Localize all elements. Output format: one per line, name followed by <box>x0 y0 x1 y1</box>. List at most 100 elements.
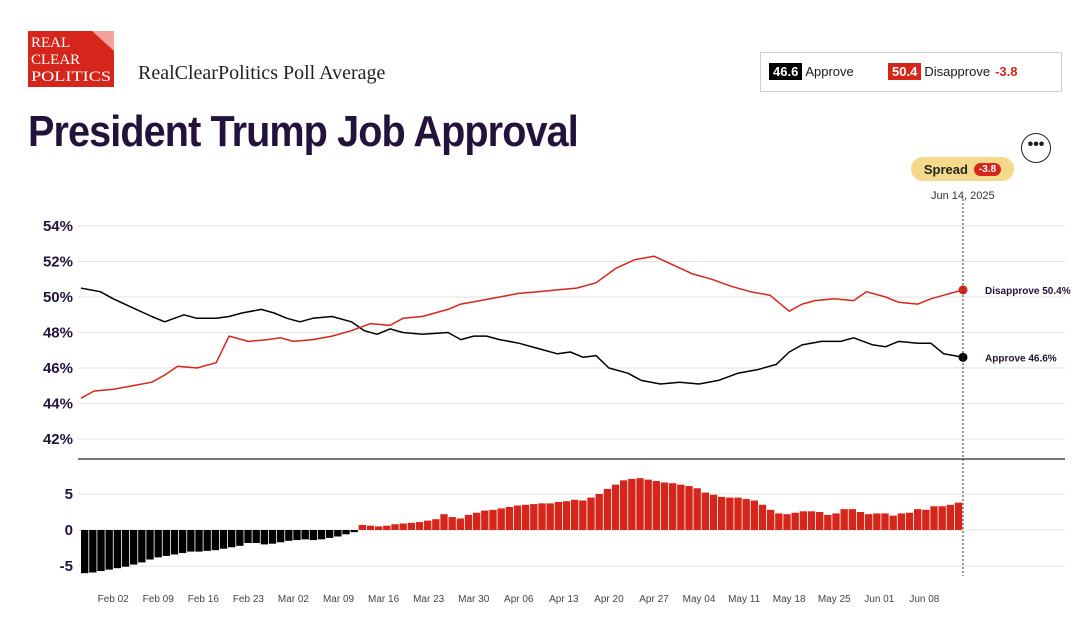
spread-bar <box>138 530 146 563</box>
x-tick-label: Jun 08 <box>909 594 939 605</box>
legend-spread-value: -3.8 <box>995 64 1018 79</box>
legend-disapprove: 50.4 Disapprove -3.8 <box>888 63 1017 80</box>
spread-bar <box>816 512 824 530</box>
spread-bar <box>775 513 783 530</box>
approve-endpoint <box>958 352 968 362</box>
x-tick-label: May 11 <box>728 594 760 605</box>
spread-bar <box>930 506 938 530</box>
x-axis-labels: Feb 02 Feb 09 Feb 16 Feb 23 Mar 02 Mar 09 Mar … <box>98 594 940 605</box>
spread-bar <box>946 504 955 530</box>
x-tick-label: Apr 20 <box>594 594 624 605</box>
spread-bar <box>489 509 497 530</box>
spread-bar <box>366 525 375 530</box>
spread-bar <box>505 506 514 530</box>
spread-bar <box>219 530 228 549</box>
spread-bar <box>179 530 187 554</box>
spread-bar <box>791 512 799 530</box>
spread-bar <box>375 526 383 530</box>
spread-bar <box>334 530 342 537</box>
spread-bar <box>105 530 113 570</box>
spread-bar <box>432 519 440 530</box>
spread-bar <box>922 509 930 530</box>
approval-lines: Disapprove 50.4% Approve 46.6% <box>80 255 1071 399</box>
spread-bar <box>211 530 220 551</box>
legend-approve: 46.6 Approve <box>769 63 854 80</box>
spread-bar <box>268 530 277 544</box>
spread-bar <box>718 496 726 530</box>
spread-bar <box>244 530 252 543</box>
spread-bar <box>644 479 652 530</box>
x-tick-label: Mar 30 <box>458 594 490 605</box>
top-gridlines <box>78 225 1065 460</box>
x-tick-label: May 18 <box>773 594 806 605</box>
y-tick-label: 42% <box>43 431 73 448</box>
spread-bar <box>783 514 791 530</box>
spread-bar <box>562 501 571 530</box>
x-tick-label: Feb 16 <box>188 594 220 605</box>
y-tick-label: 44% <box>43 396 73 413</box>
spread-bar <box>571 499 579 530</box>
spread-bar <box>799 511 808 530</box>
spread-bar <box>889 515 897 530</box>
spread-bar <box>881 513 889 530</box>
spread-bar <box>252 530 260 543</box>
x-tick-label: Apr 06 <box>504 594 534 605</box>
spread-bar <box>448 517 456 530</box>
x-tick-label: Apr 13 <box>549 594 579 605</box>
spread-bar <box>228 530 236 548</box>
y-tick-label: 0 <box>65 522 73 539</box>
spread-bar <box>358 524 367 530</box>
spread-bar <box>89 530 97 573</box>
spread-bar <box>383 525 391 530</box>
spread-bar <box>236 530 244 546</box>
spread-bar <box>399 523 407 530</box>
y-axis-labels: 42% 44% 46% 48% 50% 52% 54% -5 0 5 <box>43 218 73 575</box>
spread-bar <box>873 513 881 530</box>
realclearpolitics-logo[interactable]: REAL CLEAR POLITICS <box>28 31 114 87</box>
current-date-label: Jun 14, 2025 <box>931 190 995 202</box>
spread-bar <box>187 530 195 552</box>
spread-bar <box>97 530 105 572</box>
x-tick-label: Mar 23 <box>413 594 445 605</box>
spread-bar <box>620 480 628 530</box>
more-options-button[interactable]: ••• <box>1021 133 1051 163</box>
approve-line <box>80 287 964 385</box>
spread-bar <box>481 510 489 530</box>
spread-bar <box>301 530 309 540</box>
y-tick-label: 54% <box>43 218 73 235</box>
spread-bar <box>750 500 759 530</box>
spread-bar <box>309 530 318 541</box>
spread-bar <box>611 484 620 530</box>
x-tick-label: Jun 01 <box>864 594 894 605</box>
disapprove-endpoint <box>958 285 968 295</box>
spread-bar <box>905 512 914 530</box>
y-tick-label: 50% <box>43 289 73 306</box>
spread-bar <box>848 509 857 530</box>
spread-bar <box>456 518 465 530</box>
y-tick-label: 52% <box>43 254 73 271</box>
spread-bar <box>636 478 644 530</box>
spread-bar <box>767 509 775 530</box>
spread-bar <box>473 512 481 530</box>
spread-bar <box>840 509 848 530</box>
x-tick-label: Feb 23 <box>233 594 265 605</box>
x-tick-label: Apr 27 <box>639 594 669 605</box>
svg-text:POLITICS: POLITICS <box>31 69 111 85</box>
x-tick-label: Feb 09 <box>143 594 175 605</box>
spread-bar <box>914 509 922 530</box>
spread-value: -3.8 <box>973 162 1002 176</box>
spread-bar <box>807 511 816 530</box>
spread-label: Spread <box>923 161 968 177</box>
x-tick-label: Mar 09 <box>323 594 355 605</box>
spread-bar <box>824 514 832 530</box>
spread-bar <box>81 530 89 574</box>
spread-bar <box>424 520 432 530</box>
spread-bar <box>391 524 399 530</box>
spread-bar <box>832 513 840 530</box>
spread-bar <box>660 482 669 530</box>
spread-bar <box>677 484 685 530</box>
page-title: President Trump Job Approval <box>28 107 579 156</box>
spread-bar <box>669 483 677 530</box>
spread-bar <box>285 530 293 541</box>
